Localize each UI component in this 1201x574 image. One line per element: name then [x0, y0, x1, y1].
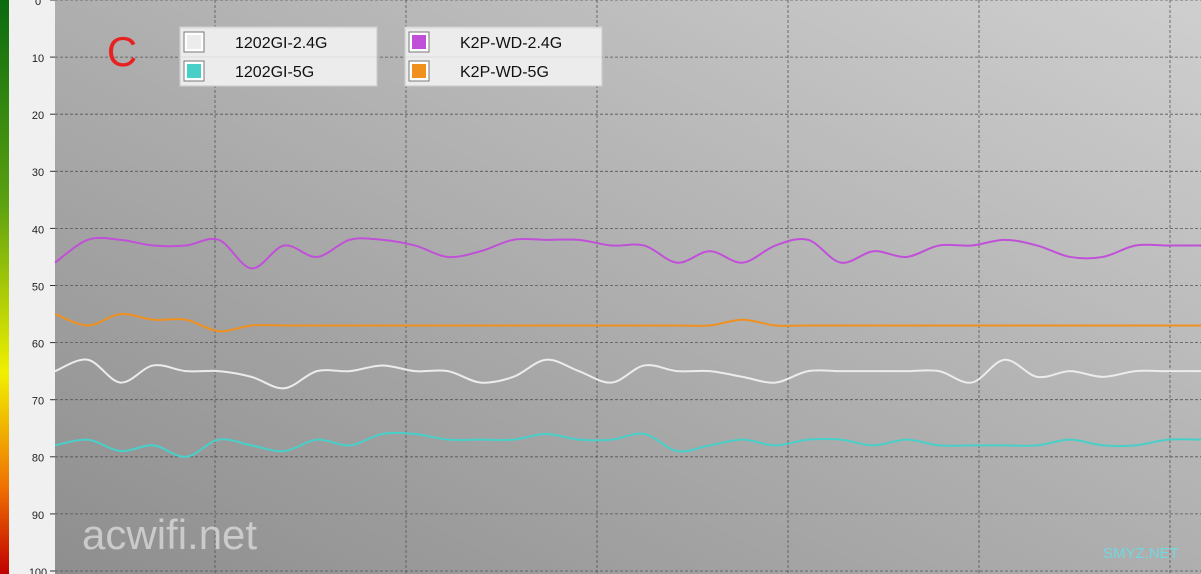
series-line	[54, 236, 1201, 270]
series-line	[54, 431, 1201, 458]
series-line	[54, 358, 1201, 390]
legend-swatch-fill	[412, 35, 426, 49]
y-tick-label: 70	[32, 396, 44, 408]
y-tick-label: 10	[32, 53, 44, 65]
y-tick-label: 60	[32, 339, 44, 351]
legend-label: K2P-WD-2.4G	[460, 35, 562, 52]
y-tick-label: 20	[32, 110, 44, 122]
legend-label: 1202GI-2.4G	[235, 35, 328, 52]
legend-label: 1202GI-5G	[235, 64, 314, 81]
y-tick-label: 90	[32, 510, 44, 522]
legend-row	[181, 58, 376, 85]
watermark: SMYZ.NET	[1103, 545, 1179, 562]
legend-row	[406, 29, 601, 56]
legend-row	[406, 58, 601, 85]
plot-area	[55, 0, 1201, 574]
y-tick-label: 40	[32, 224, 44, 236]
y-tick-label: 100	[29, 567, 47, 574]
series-line	[54, 312, 1201, 333]
legend-row	[181, 29, 376, 56]
annotation: C	[107, 28, 137, 75]
y-tick-label: 30	[32, 167, 44, 179]
legend-swatch-fill	[187, 35, 201, 49]
y-tick-label: 50	[32, 281, 44, 293]
legend-swatch-fill	[187, 64, 201, 78]
axis-panel	[0, 0, 55, 574]
legend-swatch-fill	[412, 64, 426, 78]
y-tick-label: 80	[32, 453, 44, 465]
legend-label: K2P-WD-5G	[460, 64, 549, 81]
y-tick-label: 0	[35, 0, 41, 8]
lines	[54, 236, 1201, 458]
legend: 1202GI-2.4G 1202GI-5G K2P-WD-2.4G K2P-WD-5G	[179, 26, 603, 87]
grid	[55, 0, 1201, 574]
watermark: acwifi.net	[82, 511, 257, 558]
signal-scale	[0, 0, 9, 574]
